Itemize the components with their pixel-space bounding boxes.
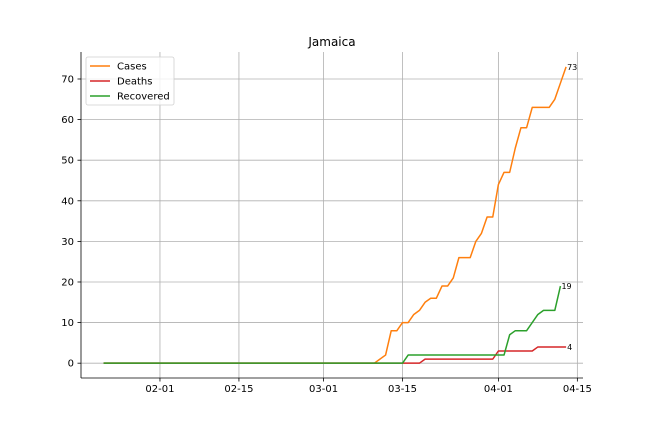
axes-layer: 02-01 02-15 03-01 03-15 04-01 04-15 0 10 20 30 40 5… (61, 52, 592, 395)
end-label-recovered: 19 (561, 282, 571, 291)
series-layer: 73 4 19 (103, 63, 577, 364)
y-tick-label: 0 (68, 359, 74, 370)
series-line-cases (103, 66, 567, 364)
series-line-recovered (103, 285, 562, 364)
x-tick-label: 02-01 (145, 384, 174, 395)
y-tick-label: 70 (61, 74, 74, 85)
legend-label-cases: Cases (117, 62, 147, 73)
end-label-cases: 73 (567, 63, 577, 72)
chart-title: Jamaica (307, 35, 355, 49)
y-tick-label: 40 (61, 196, 74, 207)
x-tick-label: 02-15 (224, 384, 253, 395)
grid-layer (81, 52, 583, 378)
legend-frame (85, 56, 175, 106)
x-tick-label: 03-01 (309, 384, 338, 395)
x-tick-label: 03-15 (388, 384, 417, 395)
legend-label-deaths: Deaths (117, 77, 152, 88)
x-tick-label: 04-15 (563, 384, 592, 395)
x-tick-label: 04-01 (484, 384, 513, 395)
y-tick-label: 10 (61, 318, 74, 329)
legend-label-recovered: Recovered (117, 92, 170, 103)
y-tick-label: 20 (61, 277, 74, 288)
y-tick-label: 30 (61, 237, 74, 248)
end-label-deaths: 4 (567, 343, 572, 352)
y-tick-label: 50 (61, 156, 74, 167)
legend: Cases Deaths Recovered (85, 56, 175, 106)
y-tick-label: 60 (61, 115, 74, 126)
